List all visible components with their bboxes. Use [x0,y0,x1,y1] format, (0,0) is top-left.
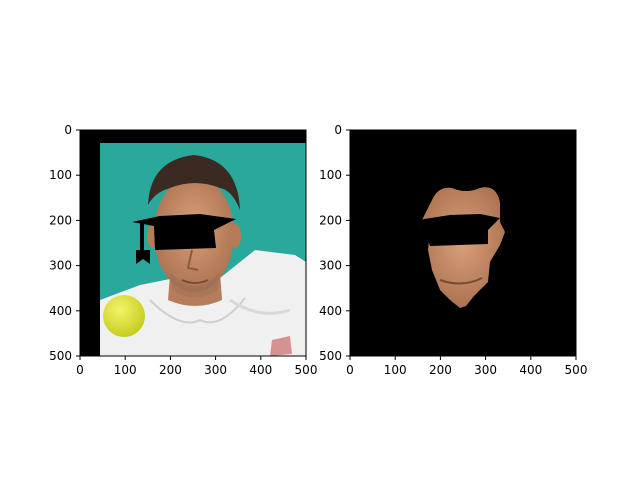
right-x-tick-label: 0 [346,363,354,377]
axis-ticks: 0 100 200 300 400 500 0 100 200 300 400 500 0 100 200 3… [49,123,587,377]
eye-mask [132,214,236,250]
stubble [170,272,220,298]
mask-stem [140,222,144,250]
left-x-tick-label: 200 [159,363,182,377]
left-y-tick-label: 400 [49,304,72,318]
right-y-tick-label: 500 [319,349,342,363]
left-axes-frame [79,129,307,357]
right-ear [229,224,241,248]
right-x-tick-label: 400 [519,363,542,377]
left-x-tick-label: 400 [249,363,272,377]
shirt-fold [229,298,291,315]
mouth [181,279,209,284]
left-y-tick-label: 100 [49,168,72,182]
left-x-tick-label: 500 [295,363,318,377]
left-x-tick-label: 0 [76,363,84,377]
left-x-tick-label: 100 [114,363,137,377]
segmented-eye-mask [418,214,500,246]
right-y-tick-label: 200 [319,213,342,227]
right-image [350,130,576,356]
nose [186,249,199,271]
right-axes-frame [349,129,577,357]
left-x-tick-label: 300 [204,363,227,377]
hair [148,155,240,210]
right-x-tick-label: 500 [565,363,588,377]
shirt-collar [149,297,246,324]
shirt-logo [270,336,292,356]
mask-tab [136,250,150,264]
right-x-tick-label: 100 [384,363,407,377]
left-y-tick-label: 0 [64,123,72,137]
right-y-tick-label: 100 [319,168,342,182]
right-x-tick-label: 200 [429,363,452,377]
segmented-mouth [439,277,483,285]
right-x-tick-label: 300 [474,363,497,377]
left-y-tick-label: 200 [49,213,72,227]
tennis-ball [103,295,145,337]
right-y-tick-label: 0 [334,123,342,137]
left-y-tick-label: 300 [49,259,72,273]
right-y-tick-label: 300 [319,259,342,273]
right-y-tick-label: 400 [319,304,342,318]
left-y-tick-label: 500 [49,349,72,363]
left-image [80,130,306,356]
